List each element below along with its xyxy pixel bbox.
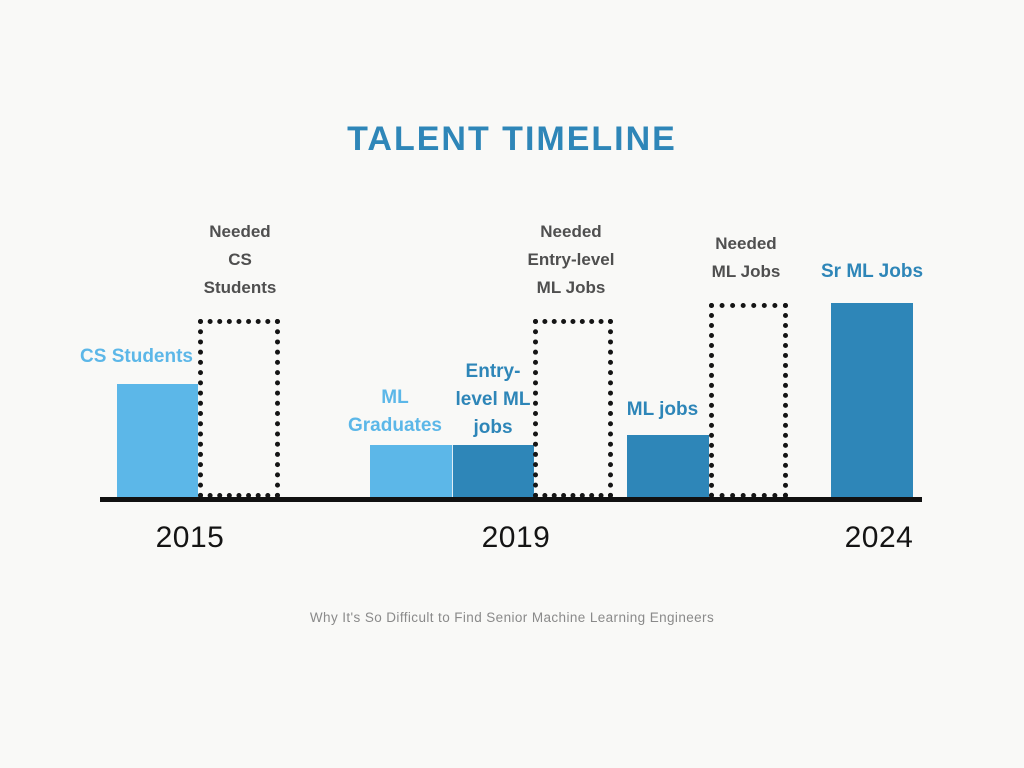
bar-label-ml-graduates: ML Graduates (348, 387, 442, 436)
bar-entry-level-ml-jobs (452, 445, 534, 500)
bar-label-needed-entry-level-ml-jobs: Needed Entry-level ML Jobs (527, 222, 615, 297)
bar-needed-ml-jobs (709, 303, 788, 498)
bar-label-entry-level-ml-jobs: Entry- level ML jobs (455, 361, 531, 438)
bar-label-needed-ml-jobs: Needed ML Jobs (711, 234, 781, 281)
bar-ml-graduates (370, 445, 452, 500)
bar-needed-cs-students (198, 319, 280, 498)
bar-needed-entry-level-ml-jobs (533, 319, 613, 498)
bar-label-cs-students: CS Students (80, 346, 193, 367)
bar-cs-students (117, 384, 198, 500)
bar-sr-ml-jobs (831, 303, 913, 500)
x-tick-2019: 2019 (481, 521, 551, 554)
bar-ml-jobs (627, 435, 709, 500)
bar-label-ml-jobs: ML jobs (626, 399, 699, 420)
chart-title: TALENT TIMELINE (347, 120, 677, 158)
x-axis-baseline (100, 497, 922, 502)
chart-caption: Why It's So Difficult to Find Senior Mac… (309, 610, 715, 625)
x-tick-2015: 2015 (155, 521, 225, 554)
bar-label-sr-ml-jobs: Sr ML Jobs (820, 261, 924, 282)
bar-label-needed-cs-students: Needed CS Students (203, 222, 277, 297)
x-tick-2024: 2024 (844, 521, 914, 554)
